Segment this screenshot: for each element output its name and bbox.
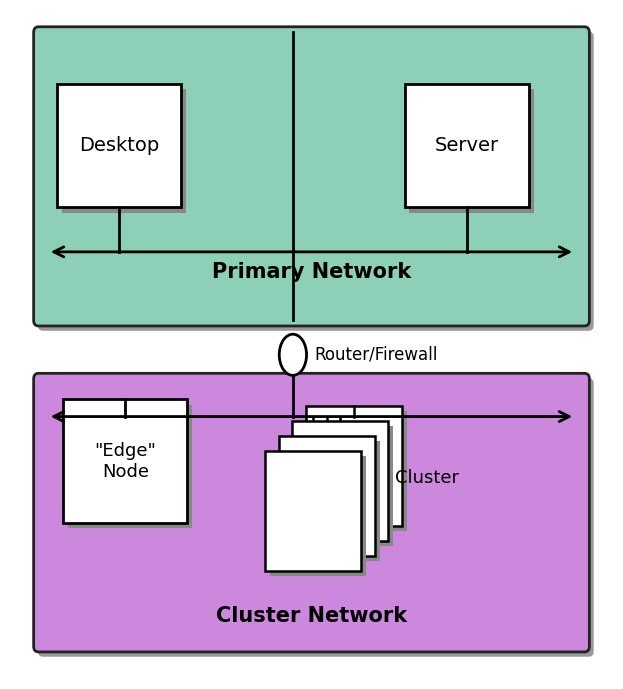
Bar [297,426,393,546]
Text: "Edge"
Node: "Edge" Node [95,442,156,480]
Bar [265,451,361,571]
Text: Server: Server [434,136,498,155]
Bar [270,456,366,577]
FancyBboxPatch shape [38,378,594,657]
Bar [278,435,375,556]
Bar [57,84,181,207]
Bar [62,89,186,213]
Bar [64,400,188,523]
FancyBboxPatch shape [34,373,589,652]
FancyBboxPatch shape [34,27,589,326]
Text: Desktop: Desktop [79,136,159,155]
Bar [404,84,528,207]
Bar [292,421,388,541]
Text: Router/Firewall: Router/Firewall [315,346,438,364]
Ellipse shape [279,334,307,376]
Bar [69,405,193,528]
Bar [283,441,380,562]
Text: Cluster: Cluster [395,469,459,487]
FancyBboxPatch shape [38,32,594,331]
Bar [306,406,402,526]
Bar [311,411,407,531]
Text: Primary Network: Primary Network [212,263,411,282]
Text: Cluster Network: Cluster Network [216,606,407,626]
Bar [409,89,533,213]
